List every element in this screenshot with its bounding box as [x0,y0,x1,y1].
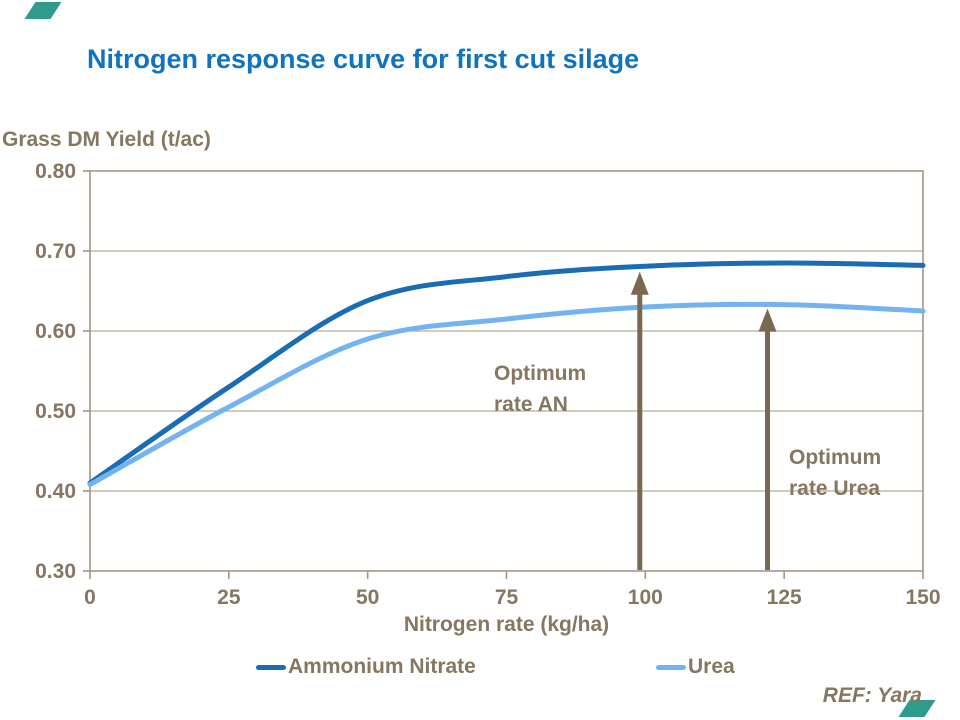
svg-text:150: 150 [905,586,940,609]
svg-text:0.70: 0.70 [35,240,76,263]
legend-swatch-urea [656,664,686,670]
annotation-line: Optimum [494,362,587,385]
svg-text:0.40: 0.40 [35,480,76,503]
y-axis-title: Grass DM Yield (t/ac) [2,128,211,151]
x-axis-title: Nitrogen rate (kg/ha) [403,613,610,636]
svg-text:0.50: 0.50 [35,400,76,423]
legend-item-urea: Urea [656,655,735,679]
svg-text:25: 25 [217,586,241,609]
svg-text:0.80: 0.80 [35,160,76,183]
reference-text: REF: Yara [822,684,922,707]
legend-item-ammonium-nitrate: Ammonium Nitrate [256,655,476,679]
legend-label-ammonium-nitrate: Ammonium Nitrate [288,655,476,678]
annotation-optimum-rate-urea: Optimum rate Urea [789,442,881,504]
annotation-line: Optimum [789,446,882,469]
page-title: Nitrogen response curve for first cut si… [87,44,640,74]
svg-text:0: 0 [84,586,96,609]
svg-text:100: 100 [628,586,663,609]
annotation-line: rate Urea [789,477,881,500]
svg-text:0.30: 0.30 [35,560,76,583]
legend-swatch-ammonium-nitrate [256,664,286,670]
annotation-optimum-rate-an: Optimum rate AN [494,358,586,420]
svg-text:75: 75 [495,586,519,609]
svg-text:0.60: 0.60 [35,320,76,343]
svg-text:125: 125 [767,586,802,609]
svg-text:50: 50 [356,586,379,609]
legend-label-urea: Urea [688,655,735,678]
annotation-line: rate AN [494,393,568,416]
